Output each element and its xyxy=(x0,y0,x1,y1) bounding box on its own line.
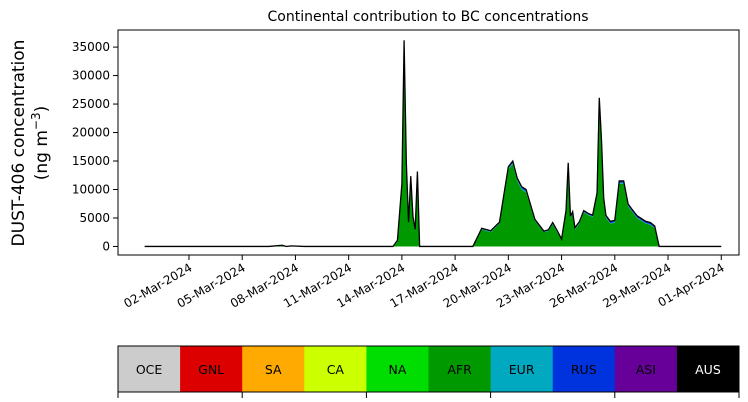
legend-label-ca: CA xyxy=(327,362,345,377)
series-layer xyxy=(144,40,722,248)
y-axis-label-line1: DUST-406 concentration xyxy=(9,40,29,247)
legend-swatch-eur xyxy=(490,346,554,392)
y-axis-label: DUST-406 concentration xyxy=(9,40,29,247)
plot-area: 0 5000 10000 15000 20000 25000 30000 35000 02-M… xyxy=(72,29,740,311)
series-area-afr xyxy=(144,52,722,247)
x-axis: 02-Mar-202405-Mar-202408-Mar-202411-Mar-… xyxy=(121,255,727,311)
legend-swatch-rus xyxy=(552,346,616,392)
y-tick-label: 20000 xyxy=(72,126,110,140)
total-outline-line xyxy=(144,40,722,248)
legend-label-afr: AFR xyxy=(447,362,472,377)
legend-label-gnl: GNL xyxy=(198,362,224,377)
chart-title: Continental contribution to BC concentra… xyxy=(267,9,588,25)
y-axis-unit-label: (ng m−3) xyxy=(29,106,52,181)
legend-label-asi: ASI xyxy=(636,362,656,377)
legend-label-eur: EUR xyxy=(509,362,535,377)
y-tick-label: 0 xyxy=(102,239,110,253)
y-axis-unit-prefix: (ng m xyxy=(32,130,52,180)
y-tick-label: 35000 xyxy=(72,40,110,54)
legend-label-sa: SA xyxy=(265,362,282,377)
legend-swatch-oce xyxy=(118,346,181,392)
legend-label-aus: AUS xyxy=(695,362,721,377)
y-axis-unit-suffix: ) xyxy=(32,106,52,113)
legend-label-oce: OCE xyxy=(136,362,163,377)
legend-colorbar: OCE GNL SA CA NA AFR EUR RUS ASI AUS xyxy=(117,345,740,398)
legend-swatch-afr xyxy=(428,346,491,392)
legend-swatch-na xyxy=(366,346,429,392)
y-tick-label: 5000 xyxy=(79,211,110,225)
y-tick-label: 30000 xyxy=(72,69,110,83)
y-tick-label: 25000 xyxy=(72,97,110,111)
legend-label-rus: RUS xyxy=(571,362,597,377)
legend-swatch-ca xyxy=(304,346,367,392)
plot-frame xyxy=(117,29,740,256)
legend-swatch-aus xyxy=(676,346,740,392)
y-tick-label: 10000 xyxy=(72,182,110,196)
legend-swatch-sa xyxy=(242,346,305,392)
y-axis: 0 5000 10000 15000 20000 25000 30000 35000 xyxy=(72,40,118,253)
legend-swatch-asi xyxy=(614,346,678,392)
legend-label-na: NA xyxy=(388,362,406,377)
y-axis-unit-superscript: −3 xyxy=(29,112,43,130)
y-tick-label: 15000 xyxy=(72,154,110,168)
legend-swatch-gnl xyxy=(180,346,243,392)
legend-frame xyxy=(117,345,740,393)
